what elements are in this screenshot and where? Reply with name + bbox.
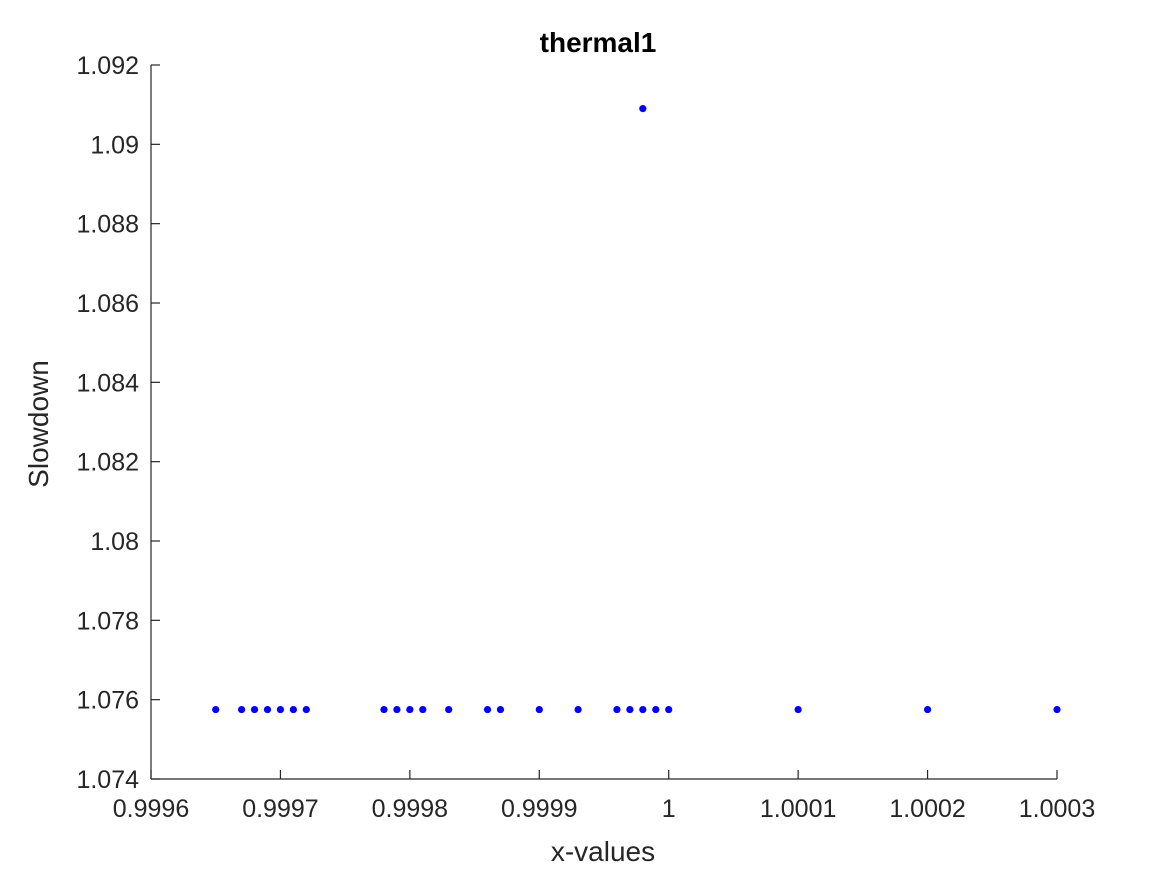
y-tick-label: 1.09 bbox=[90, 131, 139, 159]
y-axis-label: Slowdown bbox=[23, 360, 54, 488]
data-point bbox=[923, 705, 932, 714]
x-tick-label: 1 bbox=[662, 795, 676, 823]
data-point bbox=[289, 705, 297, 714]
data-point bbox=[238, 705, 246, 714]
data-point bbox=[276, 705, 285, 714]
data-point bbox=[263, 705, 272, 714]
data-point bbox=[665, 705, 673, 714]
y-tick-label: 1.092 bbox=[76, 52, 139, 80]
data-point bbox=[639, 105, 647, 113]
x-tick-label: 1.0001 bbox=[760, 795, 836, 823]
data-point bbox=[535, 705, 543, 714]
y-tick-label: 1.08 bbox=[90, 528, 139, 556]
y-tick-label: 1.086 bbox=[76, 290, 139, 318]
data-point bbox=[483, 705, 492, 714]
data-point bbox=[212, 705, 220, 714]
data-point bbox=[419, 705, 427, 714]
data-point bbox=[302, 705, 310, 714]
data-point bbox=[380, 705, 388, 714]
data-point bbox=[639, 705, 647, 714]
x-axis-label: x-values bbox=[551, 836, 655, 867]
data-point bbox=[496, 705, 505, 714]
data-points bbox=[212, 105, 1061, 714]
x-tick-label: 1.0003 bbox=[1019, 795, 1095, 823]
y-tick-label: 1.084 bbox=[76, 369, 139, 397]
x-tick-label: 0.9999 bbox=[501, 795, 577, 823]
x-tick-label: 1.0002 bbox=[889, 795, 965, 823]
data-point bbox=[393, 705, 401, 714]
x-axis: 0.9996 0.9997 0.9998 0.9999 1 1.0001 1.0002 1.0… bbox=[113, 770, 1095, 823]
data-point bbox=[1053, 705, 1061, 714]
data-point bbox=[794, 705, 802, 714]
y-tick-label: 1.076 bbox=[76, 687, 139, 715]
data-point bbox=[652, 705, 660, 714]
data-point bbox=[613, 705, 621, 714]
data-point bbox=[406, 705, 414, 714]
y-tick-label: 1.088 bbox=[76, 211, 139, 239]
y-tick-label: 1.074 bbox=[76, 766, 139, 794]
chart-title: thermal1 bbox=[540, 27, 657, 58]
y-tick-label: 1.078 bbox=[76, 607, 139, 635]
y-axis: 1.074 1.076 1.078 1.08 1.082 1.084 1.086 1.088 1… bbox=[76, 52, 160, 794]
data-point bbox=[445, 705, 453, 714]
x-tick-label: 0.9998 bbox=[372, 795, 448, 823]
data-point bbox=[626, 705, 634, 714]
x-tick-label: 0.9997 bbox=[242, 795, 318, 823]
data-point bbox=[250, 705, 259, 714]
y-tick-label: 1.082 bbox=[76, 449, 139, 477]
data-point bbox=[574, 705, 582, 714]
x-tick-label: 0.9996 bbox=[113, 795, 189, 823]
